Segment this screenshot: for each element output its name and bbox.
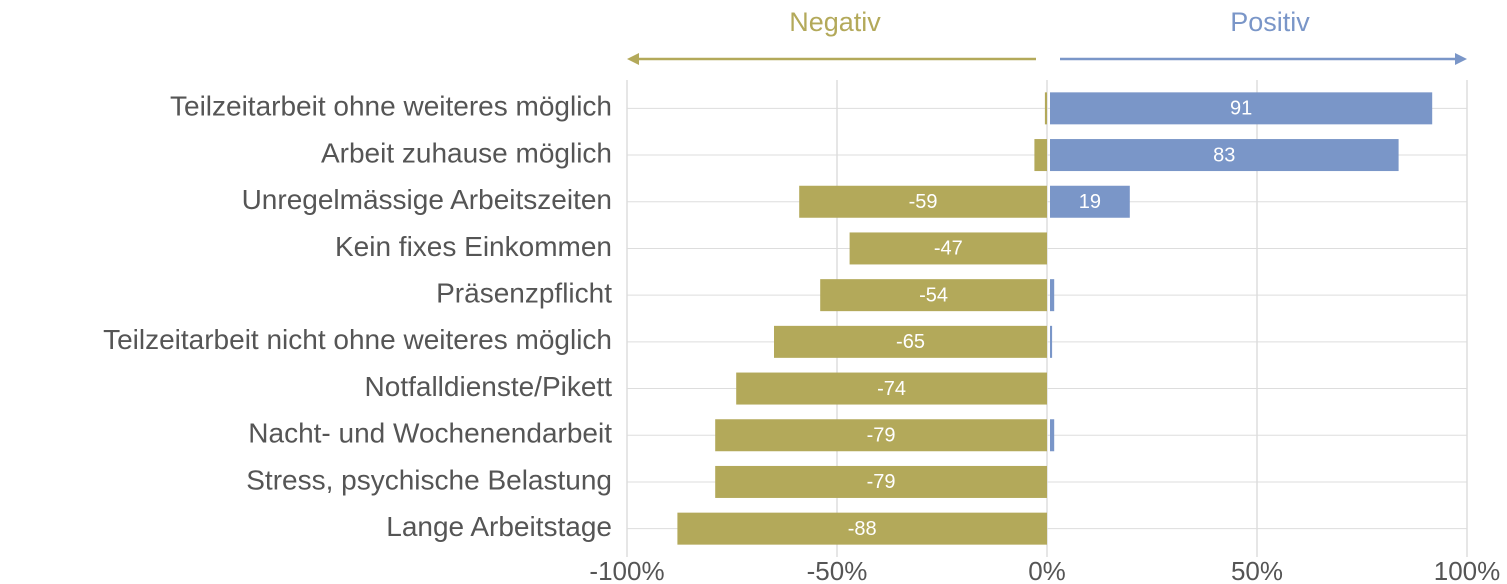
bar bbox=[1050, 139, 1399, 172]
value-label: -88 bbox=[848, 518, 877, 540]
value-label: 83 bbox=[1213, 144, 1235, 166]
category-label: Nacht- und Wochenendarbeit bbox=[248, 418, 612, 449]
bar bbox=[715, 419, 1047, 452]
bar bbox=[820, 279, 1047, 312]
category-label: Teilzeitarbeit nicht ohne weiteres mögli… bbox=[103, 324, 612, 355]
value-label: -79 bbox=[867, 425, 896, 447]
category-label: Notfalldienste/Pikett bbox=[365, 371, 613, 402]
bar bbox=[799, 185, 1047, 218]
value-label: -79 bbox=[867, 471, 896, 493]
x-tick-label: 100% bbox=[1434, 556, 1501, 584]
bar bbox=[1050, 92, 1433, 125]
x-tick-label: 0% bbox=[1028, 556, 1066, 584]
value-label: -59 bbox=[909, 191, 938, 213]
category-label: Unregelmässige Arbeitszeiten bbox=[242, 184, 612, 215]
legend-negative: Negativ bbox=[789, 7, 881, 37]
bar bbox=[849, 232, 1047, 265]
category-label: Arbeit zuhause möglich bbox=[321, 137, 612, 168]
value-label: -47 bbox=[934, 238, 963, 260]
bar bbox=[1050, 279, 1055, 312]
bar bbox=[1034, 139, 1047, 172]
category-label: Kein fixes Einkommen bbox=[335, 231, 612, 262]
bar bbox=[677, 512, 1047, 545]
bar bbox=[1050, 185, 1130, 218]
x-tick-label: -100% bbox=[589, 556, 664, 584]
x-tick-label: 50% bbox=[1231, 556, 1283, 584]
x-tick-label: -50% bbox=[807, 556, 868, 584]
value-label: -65 bbox=[896, 331, 925, 353]
category-label: Präsenzpflicht bbox=[436, 278, 612, 309]
arrowhead-positive bbox=[1455, 53, 1467, 65]
arrowhead-negative bbox=[627, 53, 639, 65]
category-label: Stress, psychische Belastung bbox=[246, 464, 612, 495]
bar bbox=[715, 465, 1047, 498]
bar bbox=[1050, 325, 1053, 358]
bar bbox=[774, 325, 1047, 358]
value-label: -54 bbox=[919, 284, 948, 306]
legend-positive: Positiv bbox=[1230, 7, 1310, 37]
category-label: Lange Arbeitstage bbox=[386, 511, 612, 542]
value-label: 19 bbox=[1079, 191, 1101, 213]
bar bbox=[1050, 419, 1055, 452]
value-label: -74 bbox=[877, 378, 906, 400]
bar bbox=[736, 372, 1047, 405]
category-label: Teilzeitarbeit ohne weiteres möglich bbox=[170, 91, 612, 122]
bar bbox=[1044, 92, 1047, 125]
value-label: 91 bbox=[1230, 98, 1252, 120]
